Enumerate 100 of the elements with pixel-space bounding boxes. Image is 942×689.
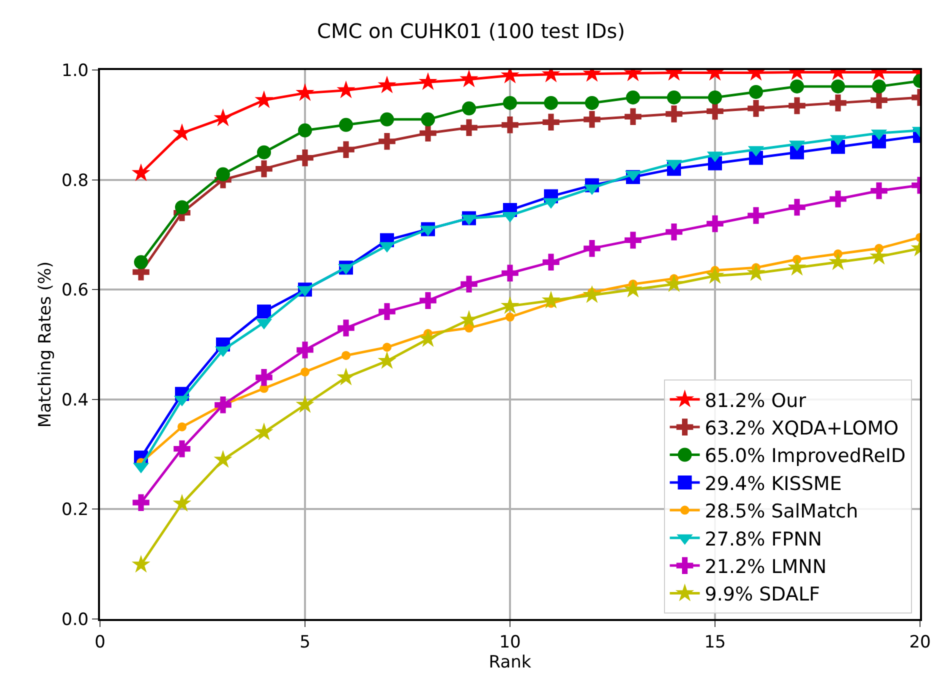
point bbox=[870, 92, 888, 109]
legend-label: 9.9% SDALF bbox=[704, 584, 820, 606]
point bbox=[382, 342, 392, 352]
point bbox=[624, 232, 642, 249]
point bbox=[338, 320, 354, 336]
point bbox=[506, 312, 514, 322]
point bbox=[582, 285, 602, 304]
chart-title: CMC on CUHK01 (100 test IDs) bbox=[317, 19, 625, 44]
point bbox=[542, 114, 560, 131]
point bbox=[584, 240, 600, 257]
point bbox=[254, 422, 274, 440]
point bbox=[828, 252, 848, 270]
point bbox=[460, 276, 478, 293]
y-tick-label: 0.8 bbox=[62, 170, 89, 191]
x-tick-label: 0 bbox=[94, 632, 106, 652]
point bbox=[378, 351, 396, 369]
point bbox=[257, 304, 271, 319]
legend-label: 27.8% FPNN bbox=[704, 528, 822, 550]
point bbox=[256, 369, 272, 386]
point bbox=[214, 450, 232, 468]
point bbox=[421, 112, 435, 126]
point bbox=[748, 207, 764, 224]
point bbox=[748, 100, 764, 117]
point bbox=[300, 367, 310, 376]
point bbox=[172, 123, 192, 142]
y-tick-label: 0.6 bbox=[62, 280, 89, 301]
point bbox=[502, 264, 518, 282]
point bbox=[585, 96, 599, 110]
point bbox=[338, 141, 354, 158]
point bbox=[214, 396, 232, 414]
point bbox=[790, 79, 804, 94]
point bbox=[134, 255, 148, 270]
point bbox=[542, 254, 560, 271]
point bbox=[830, 190, 846, 208]
point bbox=[178, 422, 186, 432]
point bbox=[418, 72, 438, 90]
point bbox=[132, 554, 150, 573]
point bbox=[254, 90, 274, 108]
point bbox=[214, 108, 232, 126]
point bbox=[256, 160, 272, 178]
point bbox=[502, 116, 518, 134]
point bbox=[175, 200, 189, 214]
point bbox=[420, 124, 436, 142]
point bbox=[749, 84, 763, 99]
point bbox=[378, 303, 396, 320]
point bbox=[339, 118, 353, 132]
legend-label: 29.4% KISSME bbox=[704, 472, 842, 495]
legend-label: 81.2% Our bbox=[704, 390, 806, 412]
point bbox=[460, 70, 478, 88]
y-tick-label: 0.0 bbox=[62, 610, 89, 630]
point bbox=[666, 224, 682, 240]
x-tick-label: 10 bbox=[499, 632, 521, 652]
point bbox=[584, 111, 600, 128]
point bbox=[542, 290, 560, 309]
point bbox=[296, 149, 314, 166]
y-tick-label: 0.2 bbox=[62, 500, 89, 520]
point bbox=[132, 494, 150, 512]
point bbox=[216, 167, 230, 182]
point bbox=[706, 215, 724, 232]
point bbox=[664, 274, 684, 292]
point bbox=[296, 395, 314, 413]
point bbox=[708, 90, 722, 104]
point bbox=[788, 198, 806, 216]
point bbox=[296, 342, 314, 358]
point bbox=[626, 90, 640, 104]
point bbox=[624, 108, 642, 126]
point bbox=[462, 101, 476, 116]
point bbox=[624, 280, 642, 298]
x-tick-label: 15 bbox=[704, 632, 726, 652]
point bbox=[503, 96, 517, 110]
point bbox=[342, 350, 350, 360]
point bbox=[746, 263, 766, 282]
point bbox=[706, 266, 724, 284]
y-tick-label: 0.4 bbox=[62, 390, 89, 410]
point bbox=[870, 182, 888, 200]
point bbox=[420, 292, 436, 309]
point bbox=[298, 123, 312, 138]
legend-label: 63.2% XQDA+LOMO bbox=[704, 417, 899, 440]
point bbox=[544, 96, 558, 110]
x-axis-title: Rank bbox=[488, 652, 532, 672]
point bbox=[132, 163, 150, 182]
point bbox=[872, 79, 886, 94]
point bbox=[788, 258, 806, 276]
point bbox=[172, 494, 192, 512]
point bbox=[378, 76, 396, 94]
point bbox=[336, 80, 356, 98]
point bbox=[378, 132, 396, 150]
legend-label: 28.5% SalMatch bbox=[704, 500, 858, 523]
point bbox=[257, 145, 271, 160]
x-tick-label: 5 bbox=[300, 632, 310, 652]
y-axis-title: Matching Rates (%) bbox=[36, 261, 56, 428]
legend-label: 65.0% ImprovedReID bbox=[704, 445, 906, 468]
point bbox=[500, 296, 520, 314]
point bbox=[418, 329, 438, 347]
point bbox=[706, 102, 724, 120]
point bbox=[830, 94, 846, 112]
x-tick-label: 20 bbox=[909, 632, 931, 652]
point bbox=[380, 112, 394, 126]
y-tick-label: 1.0 bbox=[62, 60, 89, 81]
point bbox=[296, 83, 314, 101]
